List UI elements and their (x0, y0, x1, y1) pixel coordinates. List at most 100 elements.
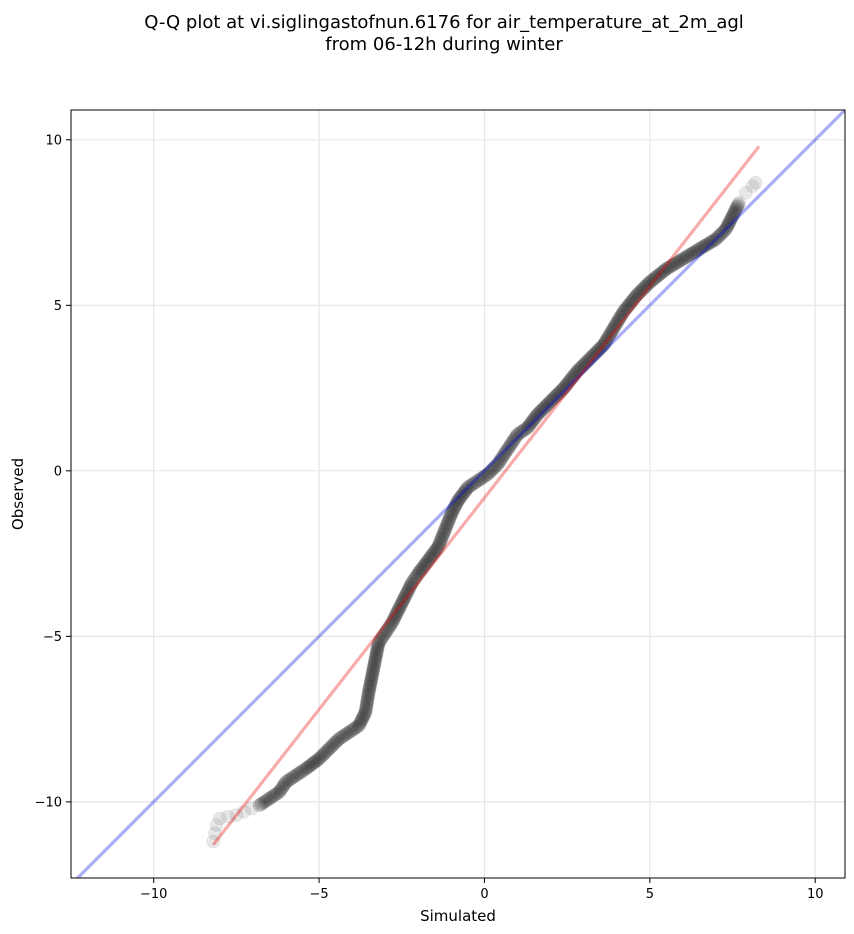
quantile-point-305 (631, 287, 645, 301)
quantile-point-274 (593, 341, 608, 355)
quantile-point-45 (318, 745, 333, 760)
quantile-point-128 (399, 587, 413, 602)
quantile-point-146 (420, 554, 434, 569)
quantile-point-65 (353, 715, 368, 729)
quantile-point-280 (601, 330, 615, 345)
quantile-point-250 (559, 377, 574, 392)
quantile-point-230 (530, 407, 545, 422)
quantile-point-180 (453, 490, 468, 505)
quantile-point-289 (610, 314, 625, 329)
quantile-point-290 (612, 312, 626, 327)
quantile-point-206 (496, 449, 510, 464)
quantile-point-73 (359, 698, 374, 713)
quantile-point-283 (604, 325, 619, 340)
quantile-point-323 (659, 261, 674, 276)
quantile-point-102 (371, 638, 386, 652)
quantile-point-271 (589, 345, 604, 360)
quantile-point-294 (616, 305, 631, 319)
quantile-point-254 (564, 371, 579, 386)
quantile-point-86 (364, 671, 379, 686)
quantile-point-156 (432, 537, 446, 552)
quantile-point-211 (502, 439, 517, 454)
quantile-point-4 (221, 809, 236, 824)
quantile-point-98 (369, 646, 384, 661)
quantile-point-347 (703, 235, 718, 250)
quantile-point-166 (440, 517, 455, 532)
quantile-point-103 (371, 636, 386, 650)
quantile-point-332 (676, 252, 690, 266)
quantile-point-22 (277, 777, 292, 791)
quantile-point-149 (423, 549, 438, 564)
quantile-point-273 (592, 342, 607, 357)
quantile-point-125 (396, 593, 411, 608)
quantile-point-2 (209, 818, 224, 832)
quantile-point-367 (729, 201, 744, 216)
quantile-point-191 (470, 473, 485, 488)
plot-frame (70, 109, 846, 879)
quantile-point-114 (385, 614, 400, 629)
fit-line (211, 145, 761, 846)
quantile-point-23 (279, 775, 293, 789)
quantile-point-365 (727, 205, 742, 220)
quantile-point-8 (252, 798, 267, 813)
quantile-point-62 (349, 720, 364, 734)
quantile-point-312 (641, 276, 656, 291)
y-axis-label: Observed (9, 458, 27, 530)
quantile-point-153 (428, 543, 443, 558)
quantile-point-343 (696, 239, 711, 254)
quantile-point-245 (552, 385, 567, 400)
quantile-point-292 (614, 308, 629, 323)
quantile-point-297 (620, 300, 635, 314)
quantile-point-70 (358, 705, 373, 720)
quantile-point-136 (407, 572, 422, 587)
quantile-point-112 (383, 618, 398, 632)
quantile-point-184 (458, 483, 473, 498)
quantile-point-275 (595, 339, 609, 354)
quantile-point-104 (373, 634, 387, 648)
x-axis-ticks: −10 −5 0 5 10 (140, 878, 824, 902)
quantile-point-228 (528, 410, 542, 425)
quantile-point-85 (364, 673, 379, 688)
quantile-point-363 (725, 209, 740, 223)
quantile-point-111 (382, 620, 397, 634)
quantile-point-150 (425, 548, 439, 563)
quantile-point-133 (403, 578, 418, 593)
quantile-point-243 (549, 388, 564, 403)
grid-lines (71, 110, 845, 878)
quantile-point-270 (587, 346, 602, 361)
quantile-point-147 (421, 553, 436, 568)
quantile-point-207 (497, 447, 512, 462)
quantile-point-220 (516, 423, 531, 438)
quantile-point-341 (692, 242, 707, 256)
quantile-point-364 (726, 207, 741, 221)
quantile-point-68 (356, 709, 371, 724)
quantile-point-221 (518, 422, 533, 437)
quantile-point-240 (545, 392, 559, 407)
quantile-point-261 (574, 360, 589, 375)
quantile-point-56 (337, 728, 352, 742)
quantile-point-360 (722, 214, 737, 229)
quantile-point-258 (570, 364, 584, 379)
reference-lines (75, 110, 845, 878)
quantile-point-325 (663, 259, 677, 274)
quantile-point-257 (568, 366, 583, 381)
quantile-point-119 (390, 604, 405, 619)
quantile-point-178 (451, 493, 465, 508)
quantile-point-232 (533, 404, 548, 419)
quantile-point-16 (268, 787, 283, 802)
quantile-point-168 (442, 513, 456, 527)
quantile-point-60 (345, 722, 360, 737)
quantile-point-202 (490, 457, 505, 472)
quantile-point-161 (436, 527, 451, 542)
quantile-point-251 (560, 376, 575, 391)
quantile-point-219 (514, 424, 529, 439)
quantile-point-209 (500, 443, 514, 458)
quantile-point-14 (264, 790, 279, 805)
quantile-point-95 (368, 652, 383, 667)
quantile-point-357 (719, 220, 734, 235)
quantile-point-179 (452, 492, 467, 506)
quantile-point-183 (457, 485, 472, 500)
quantile-point-35 (302, 759, 317, 774)
quantile-point-173 (446, 503, 461, 517)
quantile-point-241 (546, 391, 561, 406)
